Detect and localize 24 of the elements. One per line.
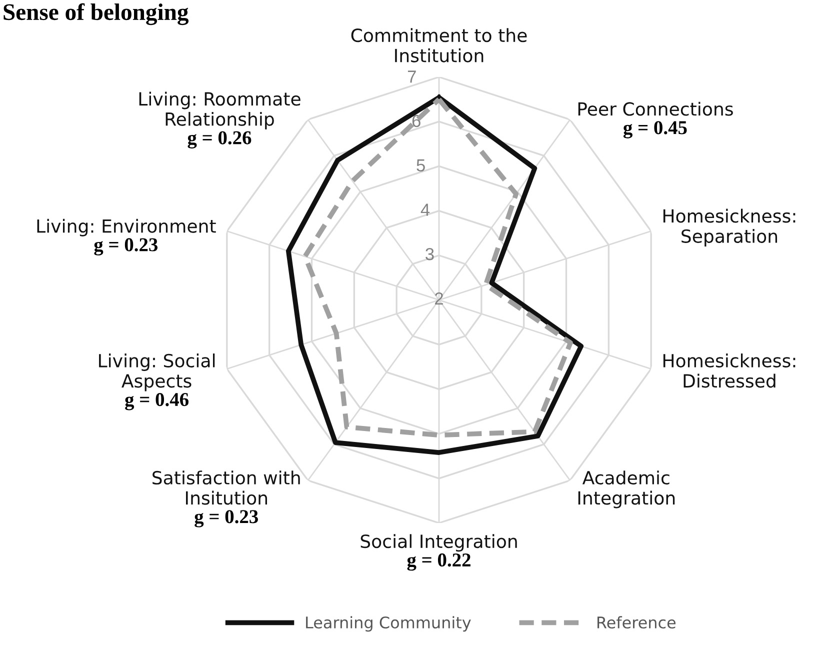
text: g = 0.46 [125,393,188,410]
legend-label: Reference [598,616,676,629]
spoke-label: Homesickness: Distressed [663,354,796,388]
y-tick-label: 4 [420,204,430,216]
y-tick-label: 7 [408,70,416,83]
text: g = 0.23 [94,238,158,256]
y-tick-label: 5 [416,159,425,172]
y-tick-label: 2 [435,292,443,304]
spoke-label: Satisfaction with Insitution [152,470,300,505]
spoke-label: Social Integration [360,534,517,552]
spoke-label: Academic Integration [578,470,675,508]
spoke-label: Peer Connections [578,102,733,116]
legend-label: Learning Community [306,616,471,632]
spoke-label: Living: Social Aspects [99,354,215,392]
spoke-label: Living: Environment [37,218,216,236]
text: g = 0.45 [623,121,687,138]
text: g = 0.22 [407,553,470,571]
spoke-label: Homesickness: Separation [663,208,796,246]
spoke-label: Living: Roommate Relationship [139,92,300,130]
y-tick-label: 3 [426,248,434,260]
chart-title: Sense of belonging [4,3,189,26]
spoke-label: Commitment to the Institution [351,28,527,62]
text: g = 0.26 [188,131,252,148]
text: g = 0.23 [194,510,258,528]
